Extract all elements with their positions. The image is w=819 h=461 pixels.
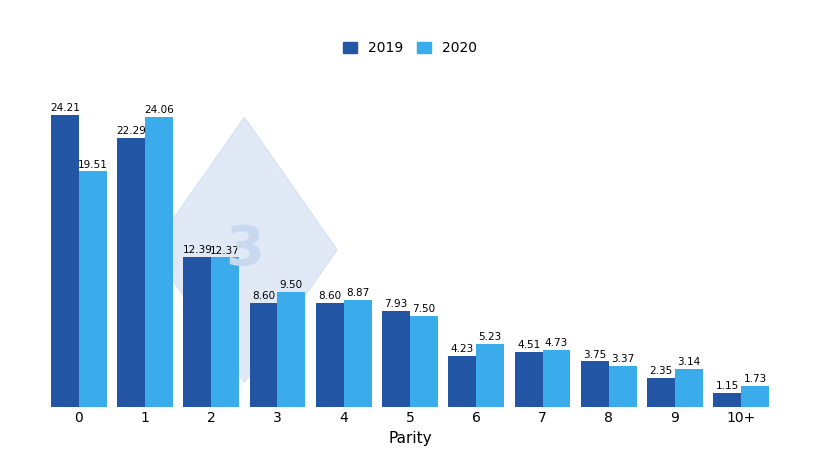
Text: 22.29: 22.29 [116, 126, 146, 136]
Text: 19.51: 19.51 [78, 160, 107, 170]
Bar [646, 378, 674, 407]
Bar [476, 343, 504, 407]
Bar [542, 349, 570, 407]
Text: 24.21: 24.21 [50, 103, 79, 113]
Bar [315, 303, 343, 407]
Bar [713, 393, 740, 407]
X-axis label: Parity: Parity [387, 431, 432, 446]
Bar [740, 386, 768, 407]
Text: 8.60: 8.60 [251, 291, 275, 301]
Text: 4.73: 4.73 [544, 338, 568, 348]
Bar [117, 138, 145, 407]
Bar [448, 355, 476, 407]
Text: 1.15: 1.15 [715, 381, 738, 391]
Text: 7.93: 7.93 [384, 299, 407, 309]
Bar [674, 369, 702, 407]
Text: 5.23: 5.23 [478, 332, 501, 342]
Bar [211, 258, 239, 407]
Legend: 2019, 2020: 2019, 2020 [337, 35, 482, 61]
Text: 12.37: 12.37 [210, 246, 240, 256]
Bar [608, 366, 636, 407]
Bar [51, 115, 79, 407]
Polygon shape [152, 117, 337, 383]
Bar [514, 352, 542, 407]
Bar [79, 171, 106, 407]
Text: 8.60: 8.60 [318, 291, 341, 301]
Text: 8.87: 8.87 [346, 288, 369, 298]
Text: 4.23: 4.23 [450, 344, 473, 354]
Text: 24.06: 24.06 [144, 105, 174, 115]
Text: 12.39: 12.39 [182, 245, 212, 255]
Text: 2.35: 2.35 [649, 366, 672, 377]
Text: 7.50: 7.50 [412, 304, 435, 314]
Text: 3: 3 [224, 223, 264, 277]
Text: 1.73: 1.73 [743, 374, 766, 384]
Bar [145, 117, 173, 407]
Bar [277, 292, 305, 407]
Text: 3.14: 3.14 [676, 357, 699, 367]
Text: 3.75: 3.75 [582, 349, 606, 360]
Bar [249, 303, 277, 407]
Text: 3.37: 3.37 [610, 354, 634, 364]
Text: 4.51: 4.51 [516, 340, 540, 350]
Bar [580, 361, 608, 407]
Text: 9.50: 9.50 [279, 280, 302, 290]
Bar [183, 257, 211, 407]
Bar [382, 311, 410, 407]
Bar [343, 300, 371, 407]
Bar [410, 316, 437, 407]
